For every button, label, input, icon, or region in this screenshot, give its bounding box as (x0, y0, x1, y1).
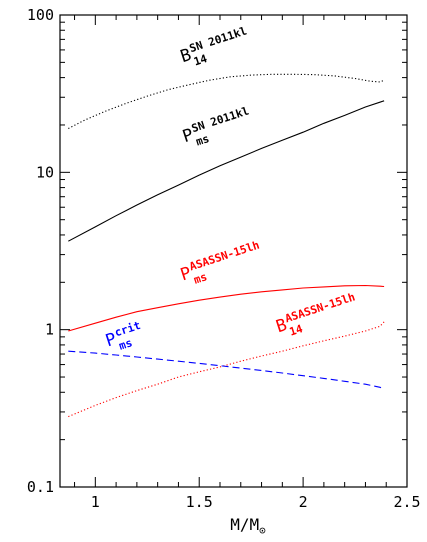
x-tick-label: 1 (91, 493, 100, 511)
series-group (68, 73, 385, 418)
annotation-subscript: 14 (192, 52, 209, 69)
annotation-superscript: ASASSN-15lh (188, 239, 261, 274)
annotation-subscript: ms (192, 270, 209, 286)
x-tick-label: 2.5 (393, 493, 420, 511)
annotation-subscript: 14 (288, 322, 305, 339)
series-line-5 (68, 350, 385, 390)
annotation-superscript: ASASSN-15lh (283, 290, 356, 325)
axis-ticks: 1 1.5 2 2.5 0.1 1 10 100 (27, 6, 421, 511)
x-tick-label: 1.5 (186, 493, 213, 511)
y-tick-label: 100 (27, 6, 54, 24)
y-tick-label: 0.1 (27, 478, 54, 496)
series-line-1 (68, 73, 385, 129)
series-line-3 (68, 284, 385, 332)
annotation-subscript: ms (194, 132, 211, 148)
annotation-superscript: SN 2011kl (190, 104, 251, 135)
annotation-subscript: ms (117, 336, 134, 352)
x-axis-label: M/M⊙ (230, 515, 266, 537)
y-tick-label: 1 (45, 321, 54, 339)
annotation-superscript: SN 2011kl (188, 24, 249, 55)
plot-frame (59, 14, 408, 488)
y-tick-label: 10 (36, 163, 54, 181)
x-tick-label: 2 (299, 493, 308, 511)
series-line-2 (68, 100, 385, 242)
